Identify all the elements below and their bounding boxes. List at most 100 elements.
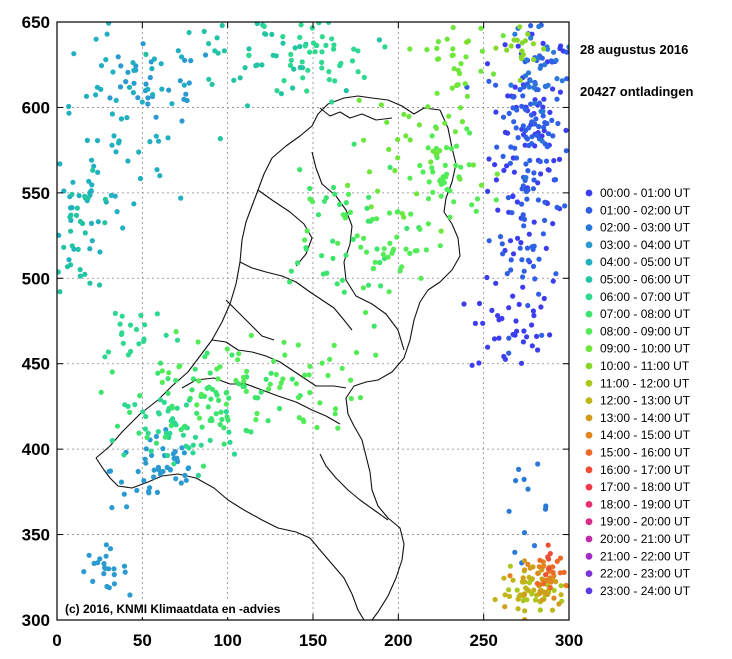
discharge-point <box>442 120 448 126</box>
legend-entry: 08:00 - 09:00 UT <box>585 324 691 338</box>
discharge-point <box>550 86 556 92</box>
discharge-point <box>343 200 349 206</box>
legend-label: 19:00 - 20:00 UT <box>600 515 691 529</box>
discharge-point <box>329 99 335 105</box>
discharge-point <box>307 49 313 55</box>
discharge-point <box>151 56 157 62</box>
discharge-point <box>532 121 538 127</box>
discharge-point <box>510 94 516 100</box>
legend-marker <box>585 397 593 404</box>
discharge-point <box>484 61 491 67</box>
discharge-point <box>320 271 326 277</box>
discharge-point <box>461 301 467 307</box>
discharge-point <box>186 445 192 451</box>
discharge-point <box>163 332 169 338</box>
discharge-point <box>536 591 543 597</box>
discharge-point <box>125 403 131 409</box>
discharge-point <box>149 66 155 72</box>
discharge-point <box>345 182 351 188</box>
discharge-point <box>397 268 403 274</box>
discharge-point <box>430 169 436 175</box>
discharge-point <box>527 157 533 164</box>
discharge-point <box>325 372 331 379</box>
discharge-point <box>531 177 537 183</box>
discharge-point <box>496 317 502 323</box>
legend-marker <box>585 414 593 422</box>
discharge-point <box>184 97 190 104</box>
discharge-point <box>241 374 247 380</box>
discharge-point <box>295 342 301 348</box>
discharge-point <box>458 61 464 67</box>
y-tick-label: 350 <box>22 526 50 545</box>
legend-marker <box>585 431 593 439</box>
discharge-point <box>529 244 535 250</box>
discharge-point <box>111 133 117 139</box>
discharge-point <box>474 196 481 202</box>
discharge-point <box>490 71 497 77</box>
discharge-point <box>111 581 117 587</box>
discharge-point <box>525 561 531 568</box>
discharge-point <box>145 101 151 107</box>
discharge-point <box>213 389 219 395</box>
legend-label: 13:00 - 14:00 UT <box>600 411 691 425</box>
discharge-point <box>110 69 116 75</box>
legend-entry: 10:00 - 11:00 UT <box>585 359 690 373</box>
discharge-point <box>274 88 280 94</box>
discharge-point <box>406 113 412 120</box>
legend-marker <box>585 345 593 353</box>
discharge-point <box>113 149 119 155</box>
discharge-point <box>200 463 207 469</box>
discharge-point <box>554 96 560 102</box>
legend-marker <box>585 449 593 456</box>
discharge-point <box>218 409 224 415</box>
discharge-point <box>183 402 189 408</box>
discharge-point <box>95 219 101 225</box>
discharge-point <box>244 368 250 374</box>
discharge-point <box>102 220 108 226</box>
legend-label: 05:00 - 06:00 UT <box>600 273 691 287</box>
discharge-point <box>541 563 547 569</box>
discharge-point <box>519 201 525 207</box>
discharge-point <box>425 145 431 151</box>
discharge-point <box>517 24 523 30</box>
discharge-point <box>205 404 211 410</box>
discharge-point <box>231 451 238 457</box>
discharge-point <box>273 53 279 59</box>
discharge-point <box>543 245 549 251</box>
discharge-point <box>550 221 556 227</box>
discharge-point <box>531 312 537 319</box>
discharge-point <box>425 104 431 110</box>
discharge-point <box>153 114 159 120</box>
discharge-point <box>254 62 260 68</box>
legend-entry: 14:00 - 15:00 UT <box>585 428 691 442</box>
discharge-point <box>523 175 529 181</box>
discharge-point <box>519 257 525 263</box>
discharge-point <box>142 426 148 432</box>
discharge-point <box>542 62 548 68</box>
discharge-point <box>183 91 189 97</box>
discharge-point <box>437 148 443 154</box>
legend-label: 02:00 - 03:00 UT <box>600 221 691 235</box>
legend-marker <box>585 466 593 474</box>
discharge-point <box>551 49 557 55</box>
discharge-point <box>98 63 105 69</box>
discharge-point <box>441 180 447 186</box>
discharge-point <box>194 402 200 408</box>
discharge-point <box>521 591 528 598</box>
discharge-point <box>209 81 215 87</box>
discharge-point <box>434 45 440 52</box>
discharge-point <box>68 228 74 234</box>
discharge-point <box>190 450 196 456</box>
discharge-point <box>522 567 528 573</box>
discharge-point <box>557 555 564 561</box>
discharge-point <box>88 220 95 226</box>
discharge-point <box>535 570 541 576</box>
discharge-point <box>90 167 96 173</box>
discharge-point <box>540 108 546 114</box>
discharge-point <box>366 169 373 175</box>
discharge-point <box>547 332 553 338</box>
discharge-point <box>378 102 384 108</box>
discharge-point <box>106 468 112 474</box>
discharge-point <box>399 211 405 217</box>
discharge-point <box>556 156 563 162</box>
